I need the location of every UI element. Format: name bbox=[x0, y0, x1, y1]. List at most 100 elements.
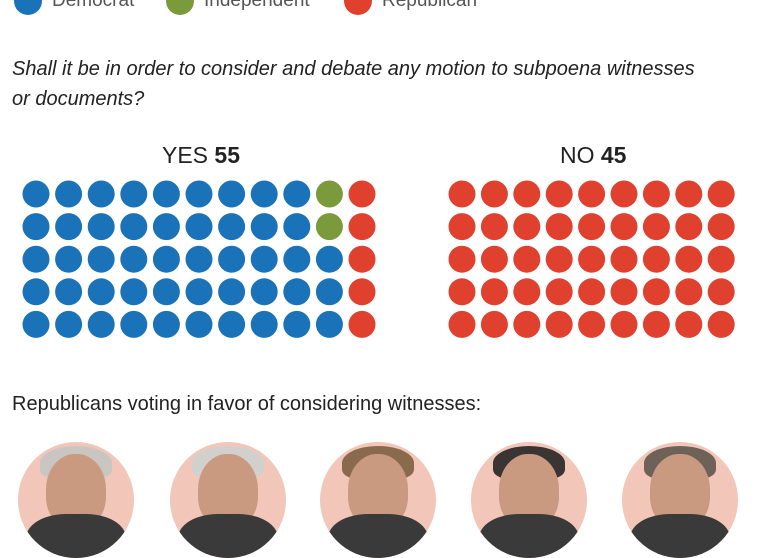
yes-dot-democrat bbox=[315, 278, 343, 306]
no-dot-republican bbox=[545, 180, 573, 208]
no-heading: NO 45 bbox=[560, 140, 626, 170]
yes-dot-democrat bbox=[185, 310, 213, 338]
yes-dot-democrat bbox=[218, 278, 246, 306]
portrait-4-suit bbox=[479, 514, 579, 558]
republican-swatch bbox=[344, 0, 372, 15]
yes-heading: YES 55 bbox=[162, 140, 240, 170]
no-label: NO bbox=[560, 142, 595, 168]
yes-dot-democrat bbox=[250, 180, 278, 208]
legend-item-democrat: Democrat bbox=[14, 0, 135, 15]
legend-item-independent: Independent bbox=[166, 0, 310, 15]
yes-dot-democrat bbox=[250, 213, 278, 241]
no-dot-republican bbox=[480, 245, 508, 273]
no-dot-republican bbox=[707, 310, 735, 338]
no-dot-republican bbox=[707, 180, 735, 208]
no-dot-republican bbox=[545, 278, 573, 306]
yes-dot-democrat bbox=[87, 278, 115, 306]
yes-dot-democrat bbox=[283, 310, 311, 338]
yes-dot-democrat bbox=[22, 278, 50, 306]
yes-dot-democrat bbox=[283, 180, 311, 208]
no-dot-republican bbox=[513, 245, 541, 273]
yes-dot-democrat bbox=[152, 278, 180, 306]
yes-dot-democrat bbox=[152, 310, 180, 338]
no-dot-republican bbox=[642, 310, 670, 338]
no-dot-republican bbox=[707, 245, 735, 273]
no-dot-republican bbox=[578, 245, 606, 273]
no-dot-republican bbox=[642, 245, 670, 273]
portrait-3 bbox=[320, 442, 436, 558]
portrait-5-suit bbox=[630, 514, 730, 558]
yes-dot-democrat bbox=[22, 180, 50, 208]
legend-label-democrat: Democrat bbox=[52, 0, 135, 11]
no-count: 45 bbox=[600, 142, 627, 168]
no-dot-republican bbox=[545, 213, 573, 241]
yes-dot-democrat bbox=[218, 245, 246, 273]
yes-dot-democrat bbox=[120, 245, 148, 273]
yes-dot-democrat bbox=[185, 213, 213, 241]
yes-dot-democrat bbox=[55, 245, 83, 273]
yes-dot-democrat bbox=[22, 310, 50, 338]
no-dot-republican bbox=[578, 310, 606, 338]
independent-swatch bbox=[166, 0, 194, 15]
no-dot-republican bbox=[642, 213, 670, 241]
no-dot-republican bbox=[610, 278, 638, 306]
yes-dot-democrat bbox=[283, 278, 311, 306]
portrait-2 bbox=[170, 442, 286, 558]
yes-dot-democrat bbox=[120, 310, 148, 338]
yes-dot-democrat bbox=[218, 310, 246, 338]
yes-dot-independent bbox=[315, 213, 343, 241]
yes-dot-democrat bbox=[152, 245, 180, 273]
yes-dot-democrat bbox=[87, 310, 115, 338]
no-dot-republican bbox=[513, 278, 541, 306]
no-dot-republican bbox=[707, 213, 735, 241]
yes-dot-republican bbox=[348, 278, 376, 306]
yes-dot-democrat bbox=[250, 310, 278, 338]
subheading: Republicans voting in favor of consideri… bbox=[12, 393, 482, 415]
yes-dot-democrat bbox=[55, 278, 83, 306]
no-dot-republican bbox=[610, 310, 638, 338]
yes-dot-republican bbox=[348, 213, 376, 241]
no-dot-republican bbox=[642, 180, 670, 208]
yes-count: 55 bbox=[214, 142, 241, 168]
yes-dot-democrat bbox=[185, 245, 213, 273]
yes-dot-democrat bbox=[250, 278, 278, 306]
no-dot-republican bbox=[675, 213, 703, 241]
no-dot-republican bbox=[480, 213, 508, 241]
yes-dot-democrat bbox=[87, 180, 115, 208]
yes-dot-democrat bbox=[315, 310, 343, 338]
yes-dot-democrat bbox=[120, 180, 148, 208]
no-dot-republican bbox=[642, 278, 670, 306]
yes-dot-democrat bbox=[250, 245, 278, 273]
yes-dot-democrat bbox=[87, 245, 115, 273]
yes-dot-democrat bbox=[152, 213, 180, 241]
no-dot-republican bbox=[513, 180, 541, 208]
no-dot-republican bbox=[675, 180, 703, 208]
yes-dot-democrat bbox=[87, 213, 115, 241]
legend-label-republican: Republican bbox=[382, 0, 478, 11]
yes-dot-democrat bbox=[315, 245, 343, 273]
no-dot-republican bbox=[448, 278, 476, 306]
no-dot-republican bbox=[480, 310, 508, 338]
portrait-3-suit bbox=[328, 514, 428, 558]
yes-dot-democrat bbox=[218, 213, 246, 241]
yes-dot-republican bbox=[348, 310, 376, 338]
yes-dot-democrat bbox=[120, 278, 148, 306]
no-dot-republican bbox=[578, 278, 606, 306]
yes-dot-democrat bbox=[22, 213, 50, 241]
no-dot-republican bbox=[480, 180, 508, 208]
question-text: Shall it be in order to consider and deb… bbox=[12, 58, 695, 110]
portrait-4 bbox=[471, 442, 587, 558]
portrait-5 bbox=[622, 442, 738, 558]
yes-dot-democrat bbox=[152, 180, 180, 208]
yes-dot-democrat bbox=[283, 213, 311, 241]
yes-dot-democrat bbox=[185, 278, 213, 306]
no-dot-republican bbox=[610, 213, 638, 241]
no-dot-republican bbox=[448, 180, 476, 208]
no-dot-republican bbox=[513, 213, 541, 241]
yes-dot-independent bbox=[315, 180, 343, 208]
yes-label: YES bbox=[162, 142, 209, 168]
yes-dot-republican bbox=[348, 245, 376, 273]
no-dot-republican bbox=[448, 310, 476, 338]
democrat-swatch bbox=[14, 0, 42, 15]
yes-dot-democrat bbox=[185, 180, 213, 208]
